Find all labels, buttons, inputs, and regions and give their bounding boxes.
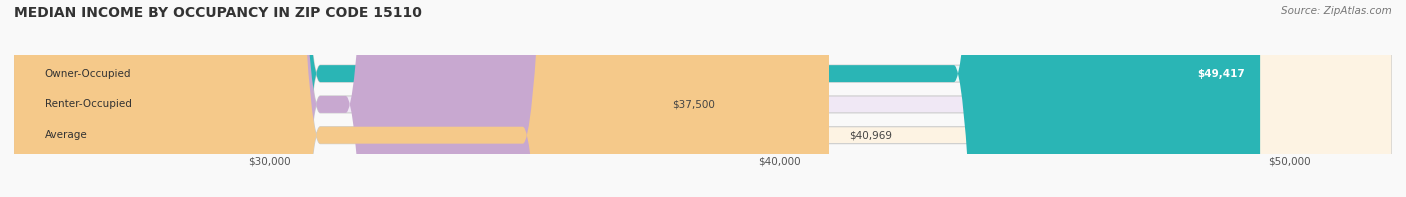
Text: $49,417: $49,417 bbox=[1197, 69, 1244, 79]
FancyBboxPatch shape bbox=[14, 0, 1260, 197]
FancyBboxPatch shape bbox=[14, 0, 1392, 197]
Text: $37,500: $37,500 bbox=[672, 99, 716, 109]
Text: Owner-Occupied: Owner-Occupied bbox=[45, 69, 131, 79]
FancyBboxPatch shape bbox=[14, 0, 652, 197]
FancyBboxPatch shape bbox=[14, 0, 1392, 197]
FancyBboxPatch shape bbox=[14, 0, 830, 197]
Text: Source: ZipAtlas.com: Source: ZipAtlas.com bbox=[1281, 6, 1392, 16]
Text: Renter-Occupied: Renter-Occupied bbox=[45, 99, 132, 109]
Text: MEDIAN INCOME BY OCCUPANCY IN ZIP CODE 15110: MEDIAN INCOME BY OCCUPANCY IN ZIP CODE 1… bbox=[14, 6, 422, 20]
FancyBboxPatch shape bbox=[14, 0, 1392, 197]
Text: $40,969: $40,969 bbox=[849, 130, 893, 140]
Text: Average: Average bbox=[45, 130, 87, 140]
